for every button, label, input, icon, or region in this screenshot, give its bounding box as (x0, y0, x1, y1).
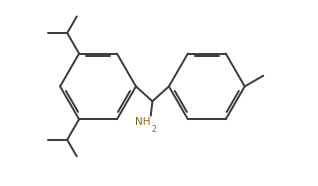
Text: NH: NH (135, 117, 151, 127)
Text: 2: 2 (151, 125, 156, 134)
